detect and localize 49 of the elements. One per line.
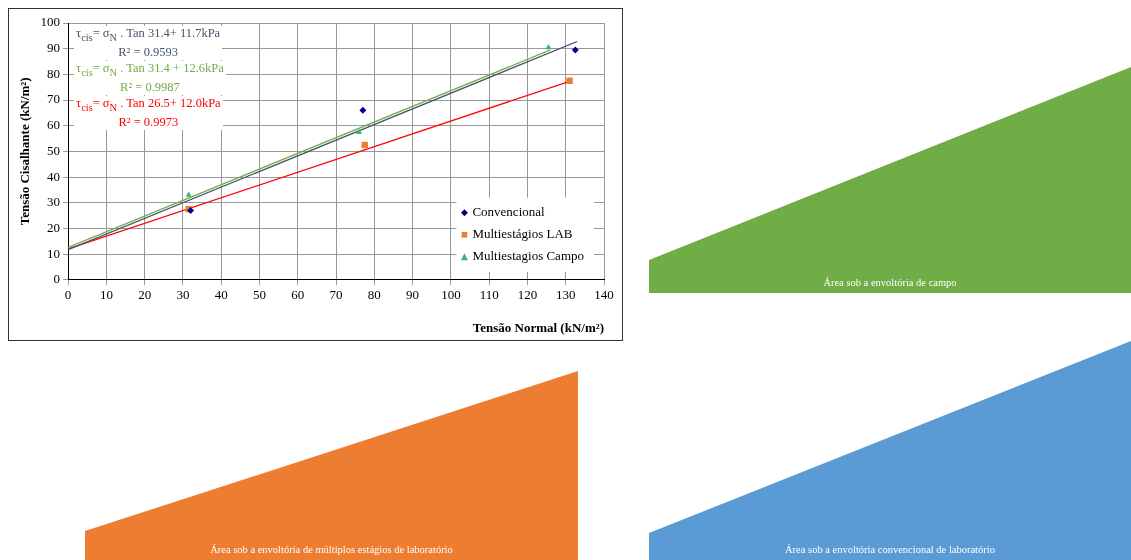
y-tick-label: 20 bbox=[47, 219, 61, 235]
x-tick-label: 10 bbox=[99, 287, 113, 303]
annotation: R² = 0.9973 bbox=[117, 114, 180, 130]
y-tick-label: 40 bbox=[47, 168, 61, 184]
legend-label: Multiestágios LAB bbox=[472, 226, 573, 242]
y-tick-label: 90 bbox=[47, 40, 61, 56]
y-tick-label: 10 bbox=[47, 245, 61, 261]
x-tick-label: 110 bbox=[479, 287, 499, 303]
annotation: R² = 0.9987 bbox=[119, 79, 181, 95]
text: Área sob a envoltória convencional de laboratório bbox=[784, 544, 996, 555]
point bbox=[566, 77, 573, 84]
point bbox=[571, 46, 579, 54]
annotation: R² = 0.9593 bbox=[117, 44, 179, 60]
x-tick-label: 20 bbox=[138, 287, 152, 303]
x-tick-label: 50 bbox=[252, 287, 266, 303]
y-tick-label: 100 bbox=[40, 14, 61, 30]
legend-label: Multiestagios Campo bbox=[472, 248, 585, 264]
point bbox=[545, 43, 552, 50]
x-tick-label: 0 bbox=[64, 287, 72, 303]
equation-box: τ$_{cis}$= σ$_{N}$ . Tan 26.5+ 12.0kPa R² = 0.9973 bbox=[74, 96, 223, 130]
point bbox=[355, 128, 363, 134]
x-tick-label: 30 bbox=[176, 287, 190, 303]
x-tick-label: 80 bbox=[367, 287, 381, 303]
x-tick-label: 40 bbox=[214, 287, 228, 303]
annotation: τ$_{cis}$= σ$_{N}$ . Tan 26.5+ 12.0kPa bbox=[75, 96, 222, 115]
y-tick-label: 70 bbox=[47, 91, 61, 107]
x-tick-label: 120 bbox=[517, 287, 538, 303]
y-axis-title: Tensão Cisalhante (kN/m²) bbox=[17, 77, 33, 226]
y-tick-label: 80 bbox=[47, 65, 61, 81]
y-tick-label: 0 bbox=[53, 271, 61, 287]
point bbox=[359, 106, 367, 114]
point bbox=[185, 191, 192, 197]
y-tick-label: 60 bbox=[47, 117, 61, 133]
x-tick-label: 130 bbox=[555, 287, 576, 303]
x-tick-label: 140 bbox=[594, 287, 614, 303]
annotation: τ$_{cis}$= σ$_{N}$ . Tan 31.4 + 12.6kPa bbox=[75, 61, 225, 80]
x-tick-label: 70 bbox=[329, 287, 343, 303]
y-tick-label: 30 bbox=[47, 194, 61, 210]
x-tick-label: 90 bbox=[406, 287, 420, 303]
x-tick-label: 100 bbox=[441, 287, 461, 303]
x-axis-title: Tensão Normal (kN/m²) bbox=[472, 319, 604, 335]
equation-box: τ$_{cis}$= σ$_{N}$ . Tan 31.4+ 11.7kPa R² = 0.9593 bbox=[74, 26, 223, 60]
text: Área sob a envoltória de campo bbox=[822, 277, 958, 288]
legend-label: Convencional bbox=[472, 204, 546, 220]
equation-box: τ$_{cis}$= σ$_{N}$ . Tan 31.4 + 12.6kPa R² = 0.9987 bbox=[74, 61, 226, 95]
x-tick-label: 60 bbox=[291, 287, 305, 303]
y-tick-label: 50 bbox=[47, 142, 61, 158]
annotation: τ$_{cis}$= σ$_{N}$ . Tan 31.4+ 11.7kPa bbox=[75, 26, 222, 45]
text: Área sob a envoltória de múltiplos estágios de laboratório bbox=[209, 544, 454, 555]
